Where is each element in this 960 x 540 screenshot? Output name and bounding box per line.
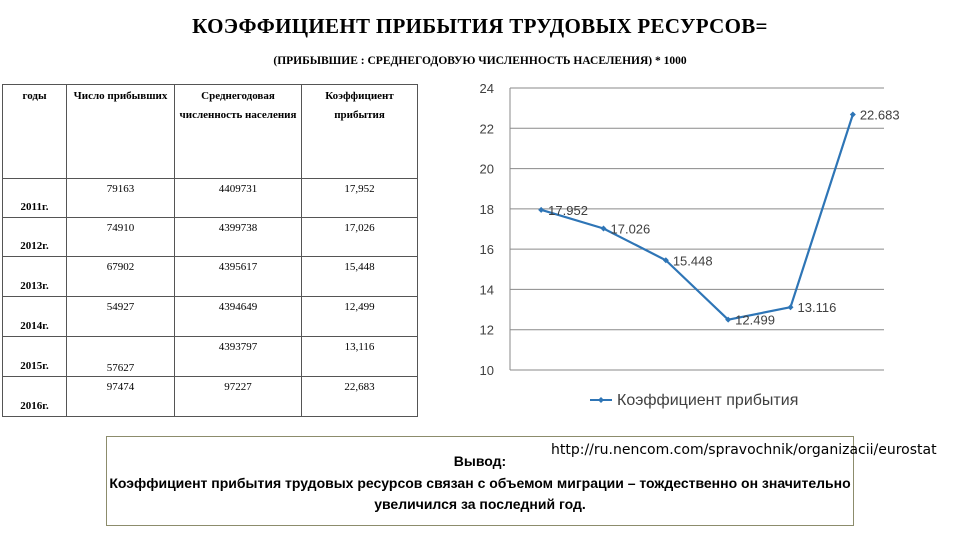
header-coefficient: Коэффициент прибытия (301, 84, 418, 179)
data-point (662, 257, 669, 264)
series-line (540, 114, 854, 321)
cell-arrived: 74910 (66, 217, 175, 257)
cell-arrived: 54927 (66, 296, 175, 337)
cell-coefficient: 17,026 (301, 217, 418, 257)
table-row: 2011г. 79163 4409731 17,952 (2, 178, 418, 218)
table-header-row: годы Число прибывших Среднегодовая числе… (2, 84, 418, 179)
conclusion-box: Вывод: Коэффициент прибытия трудовых рес… (106, 436, 854, 526)
y-tick-label: 20 (480, 162, 494, 177)
cell-year: 2013г. (2, 256, 67, 297)
y-tick-label: 12 (480, 323, 494, 338)
data-point (538, 206, 545, 213)
y-tick-label: 10 (480, 363, 494, 378)
y-tick-label: 16 (480, 242, 494, 257)
legend-label: Коэффициент прибытия (617, 392, 798, 409)
cell-coefficient: 12,499 (301, 296, 418, 337)
cell-population: 97227 (174, 376, 302, 417)
cell-population: 4409731 (174, 178, 302, 218)
cell-arrived: 79163 (66, 178, 175, 218)
header-population: Среднегодовая численность населения (174, 84, 302, 179)
table-row: 2012г. 74910 4399738 17,026 (2, 217, 418, 257)
cell-arrived: 57627 (66, 336, 175, 377)
data-label: 17.952 (548, 203, 588, 218)
cell-year: 2015г. (2, 336, 67, 377)
line-chart: 10 12 14 16 18 20 22 24 17.952 17.026 15.448 12.499… (480, 81, 900, 409)
cell-year: 2012г. (2, 217, 67, 257)
cell-coefficient: 17,952 (301, 178, 418, 218)
source-url[interactable]: http://ru.nencom.com/spravochnik/organiz… (551, 442, 937, 458)
cell-coefficient: 22,683 (301, 376, 418, 417)
data-label: 13.116 (798, 300, 837, 315)
cell-population: 4393797 (174, 336, 302, 377)
conclusion-heading: Вывод: (453, 453, 507, 469)
conclusion-text: Коэффициент прибытия трудовых ресурсов с… (109, 475, 851, 512)
cell-year: 2014г. (2, 296, 67, 337)
data-point (600, 225, 607, 232)
y-tick-label: 24 (480, 81, 494, 96)
cell-year: 2016г. (2, 376, 67, 417)
page-subtitle: (ПРИБЫВШИЕ : СРЕДНЕГОДОВУЮ ЧИСЛЕННОСТЬ Н… (273, 55, 687, 67)
header-arrived: Число прибывших (66, 84, 175, 179)
cell-coefficient: 13,116 (301, 336, 418, 377)
data-label: 17.026 (611, 221, 651, 236)
cell-coefficient: 15,448 (301, 256, 418, 297)
data-point (787, 304, 794, 311)
cell-arrived: 67902 (66, 256, 175, 297)
header-years: годы (2, 84, 67, 179)
y-tick-label: 14 (480, 282, 494, 297)
table-row: 2014г. 54927 4394649 12,499 (2, 296, 418, 337)
data-point (849, 111, 856, 118)
data-label: 12.499 (735, 313, 775, 328)
page-title: КОЭФФИЦИЕНТ ПРИБЫТИЯ ТРУДОВЫХ РЕСУРСОВ= (192, 14, 768, 38)
y-tick-label: 22 (480, 121, 494, 136)
data-label: 22.683 (860, 108, 900, 123)
table-row: 2015г. 57627 4393797 13,116 (2, 336, 418, 377)
cell-population: 4395617 (174, 256, 302, 297)
cell-arrived: 97474 (66, 376, 175, 417)
data-table: годы Число прибывших Среднегодовая числе… (2, 84, 418, 417)
data-label: 15.448 (673, 253, 713, 268)
table-row: 2016г. 97474 97227 22,683 (2, 376, 418, 417)
cell-population: 4394649 (174, 296, 302, 337)
y-tick-label: 18 (480, 202, 494, 217)
legend-marker (598, 397, 604, 403)
data-point (725, 316, 732, 323)
cell-population: 4399738 (174, 217, 302, 257)
cell-year: 2011г. (2, 178, 67, 218)
table-row: 2013г. 67902 4395617 15,448 (2, 256, 418, 297)
